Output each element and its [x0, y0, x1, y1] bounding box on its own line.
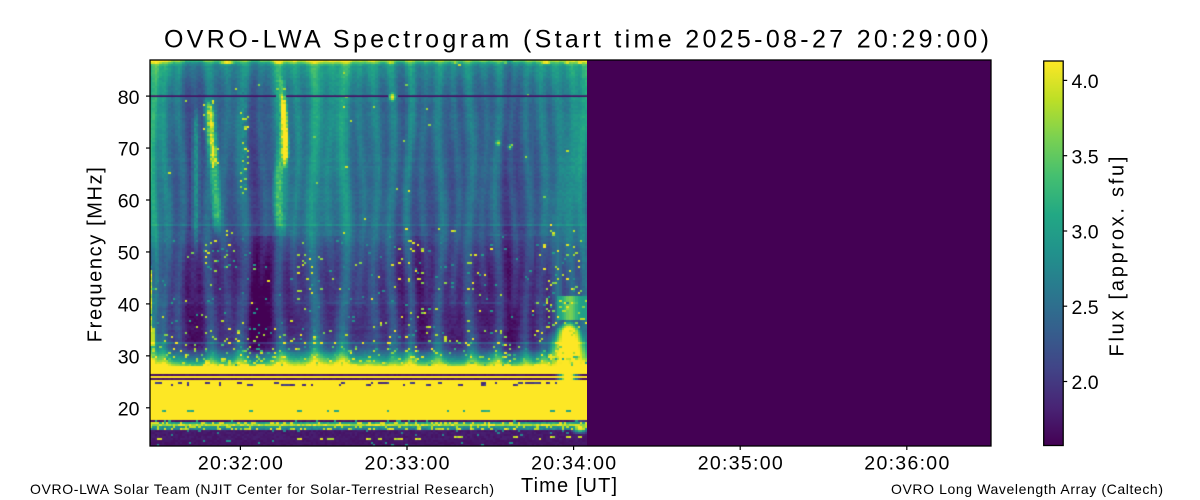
svg-text:2.5: 2.5: [1072, 297, 1099, 319]
svg-text:40: 40: [118, 295, 140, 317]
svg-text:80: 80: [118, 87, 140, 109]
svg-text:70: 70: [118, 139, 140, 161]
svg-text:20:32:00: 20:32:00: [198, 452, 283, 474]
svg-text:3.5: 3.5: [1072, 146, 1099, 168]
svg-text:OVRO-LWA Solar Team (NJIT Cent: OVRO-LWA Solar Team (NJIT Center for Sol…: [30, 481, 494, 497]
svg-text:20:34:00: 20:34:00: [531, 452, 616, 474]
svg-text:3.0: 3.0: [1072, 222, 1099, 244]
svg-text:OVRO-LWA Spectrogram (Start ti: OVRO-LWA Spectrogram (Start time 2025-08…: [164, 26, 989, 54]
svg-text:30: 30: [118, 347, 140, 369]
svg-text:50: 50: [118, 243, 140, 265]
svg-text:60: 60: [118, 191, 140, 213]
svg-text:20:33:00: 20:33:00: [365, 452, 450, 474]
svg-text:Frequency [MHz]: Frequency [MHz]: [85, 167, 107, 342]
svg-text:4.0: 4.0: [1072, 71, 1099, 93]
svg-text:20:35:00: 20:35:00: [698, 452, 783, 474]
svg-text:OVRO Long Wavelength Array (Ca: OVRO Long Wavelength Array (Caltech): [891, 481, 1163, 497]
svg-text:20: 20: [118, 398, 140, 420]
svg-text:Time [UT]: Time [UT]: [521, 475, 617, 497]
svg-text:20:36:00: 20:36:00: [864, 452, 949, 474]
svg-text:Flux [approx. sfu]: Flux [approx. sfu]: [1107, 157, 1129, 357]
svg-text:2.0: 2.0: [1072, 372, 1099, 394]
